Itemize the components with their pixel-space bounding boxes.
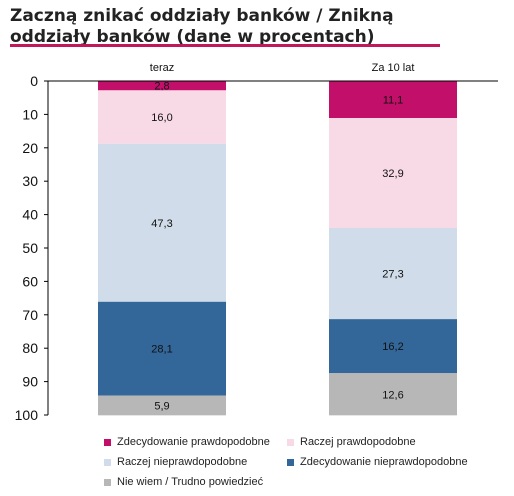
y-tick-label: 20 bbox=[22, 140, 38, 156]
y-tick-label: 30 bbox=[22, 173, 38, 189]
category-label: teraz bbox=[150, 62, 174, 74]
bar-segment bbox=[98, 143, 226, 302]
bar-segment bbox=[329, 118, 457, 228]
legend-swatch bbox=[104, 478, 111, 486]
legend-label: Nie wiem / Trudno powiedzieć bbox=[117, 476, 264, 488]
data-label: 12,6 bbox=[382, 389, 403, 401]
data-label: 16,0 bbox=[151, 112, 172, 124]
legend-item: Nie wiem / Trudno powiedzieć bbox=[104, 476, 263, 488]
data-label: 2,8 bbox=[154, 81, 169, 93]
legend-item: Raczej nieprawdopodobne bbox=[104, 456, 247, 468]
bar-segment bbox=[98, 301, 226, 396]
y-tick-label: 40 bbox=[22, 207, 38, 223]
legend-label: Raczej nieprawdopodobne bbox=[117, 456, 248, 468]
legend-label: Raczej prawdopodobne bbox=[300, 436, 416, 448]
y-tick-label: 70 bbox=[22, 307, 38, 323]
legend-swatch bbox=[104, 458, 111, 466]
y-tick-label: 60 bbox=[22, 273, 38, 289]
y-tick-label: 90 bbox=[22, 374, 38, 390]
legend-swatch bbox=[287, 438, 294, 446]
data-label: 32,9 bbox=[382, 168, 403, 180]
legend-item: Zdecydowanie nieprawdopodobne bbox=[287, 456, 468, 468]
y-tick-label: 100 bbox=[15, 407, 39, 423]
data-label: 47,3 bbox=[151, 218, 172, 230]
y-tick-label: 0 bbox=[30, 73, 38, 89]
data-label: 28,1 bbox=[151, 344, 172, 356]
legend-item: Zdecydowanie prawdopodobne bbox=[104, 436, 270, 448]
y-tick-label: 80 bbox=[22, 340, 38, 356]
data-label: 27,3 bbox=[382, 269, 403, 281]
legend-label: Zdecydowanie prawdopodobne bbox=[117, 436, 270, 448]
y-tick-label: 50 bbox=[22, 240, 38, 256]
title-underline bbox=[10, 44, 440, 47]
bar-segment bbox=[98, 90, 226, 144]
bar-segment bbox=[329, 319, 457, 374]
data-label: 5,9 bbox=[154, 400, 169, 412]
legend-label: Zdecydowanie nieprawdopodobne bbox=[300, 456, 468, 468]
bar-segment bbox=[329, 227, 457, 320]
legend-item: Raczej prawdopodobne bbox=[287, 436, 416, 448]
y-tick-label: 10 bbox=[22, 106, 38, 122]
chart-title: Zaczną znikać oddziały banków / Znikną o… bbox=[10, 6, 394, 47]
data-label: 11,1 bbox=[383, 95, 404, 107]
legend-swatch bbox=[104, 438, 111, 446]
bar-segment bbox=[98, 395, 226, 416]
bar-segment bbox=[98, 81, 226, 91]
legend-swatch bbox=[287, 458, 294, 466]
category-label: Za 10 lat bbox=[372, 62, 415, 74]
bar-segment bbox=[329, 81, 457, 119]
bar-segment bbox=[329, 373, 457, 416]
data-label: 16,2 bbox=[382, 341, 403, 353]
